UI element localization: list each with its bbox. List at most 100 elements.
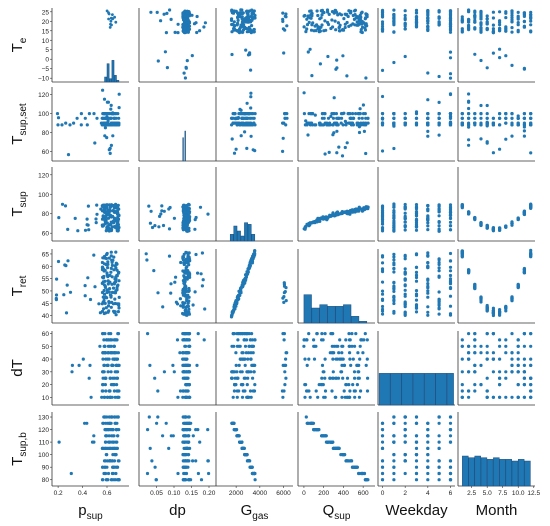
scatter-point — [349, 123, 354, 127]
scatter-point — [114, 471, 118, 476]
hist-bar — [114, 75, 117, 83]
scatter-point — [354, 16, 358, 20]
scatter-point — [194, 459, 198, 463]
scatter-point — [467, 99, 471, 103]
scatter-point — [349, 363, 353, 367]
scatter-point — [350, 208, 354, 212]
scatter-point — [98, 344, 102, 348]
scatter-point — [342, 363, 346, 367]
scatter-point — [479, 13, 483, 18]
scatter-point — [529, 357, 533, 361]
y-tick-label: 80 — [42, 211, 50, 218]
scatter-point — [233, 376, 237, 380]
scatter-point — [426, 129, 430, 133]
scatter-point — [341, 28, 346, 32]
panel-Te-vs-Month — [457, 8, 535, 83]
scatter-point — [239, 383, 243, 387]
scatter-point — [252, 121, 256, 125]
scatter-point — [340, 351, 344, 355]
hist-bar — [493, 457, 500, 487]
scatter-point — [249, 370, 253, 374]
panel-Tret-vs-dp — [138, 249, 216, 324]
scatter-point — [63, 204, 68, 208]
scatter-point — [241, 11, 245, 15]
scatter-point — [326, 20, 330, 25]
scatter-point — [102, 97, 107, 101]
scatter-point — [187, 370, 191, 374]
scatter-point — [437, 434, 441, 438]
scatter-point — [316, 13, 320, 18]
col-label-Weekday: Weekday — [385, 502, 448, 519]
scatter-point — [479, 223, 483, 227]
scatter-point — [156, 59, 160, 63]
scatter-point — [249, 106, 253, 110]
scatter-point — [510, 221, 514, 226]
row-label-main: T — [9, 207, 26, 216]
scatter-point — [426, 12, 430, 16]
scatter-point — [344, 338, 348, 342]
scatter-point — [105, 252, 109, 257]
scatter-point — [100, 302, 104, 306]
scatter-point — [105, 9, 109, 13]
scatter-point — [169, 291, 173, 295]
scatter-point — [437, 9, 441, 13]
scatter-point — [321, 338, 325, 342]
panel-Tsup-vs-Month — [457, 167, 535, 242]
scatter-point — [403, 13, 407, 18]
scatter-point — [281, 17, 285, 21]
scatter-point — [184, 344, 188, 348]
scatter-point — [181, 351, 185, 355]
scatter-point — [307, 332, 311, 336]
scatter-point — [242, 338, 246, 342]
scatter-point — [403, 224, 407, 228]
scatter-point — [491, 116, 495, 120]
scatter-point — [355, 383, 359, 387]
scatter-point — [108, 389, 112, 393]
scatter-point — [206, 428, 210, 432]
scatter-point — [504, 305, 508, 309]
scatter-point — [108, 205, 112, 209]
scatter-point — [243, 344, 248, 348]
row-label-sub: ret — [18, 275, 29, 287]
scatter-point — [350, 459, 354, 463]
hist-bar — [111, 60, 115, 83]
scatter-point — [340, 211, 344, 216]
scatter-point — [175, 338, 180, 342]
scatter-point — [55, 277, 59, 281]
scatter-point — [245, 383, 249, 387]
panel-dT-vs-Ggas — [215, 331, 293, 406]
scatter-point — [167, 227, 172, 231]
scatter-point — [403, 116, 407, 120]
scatter-point — [323, 376, 327, 380]
scatter-point — [87, 228, 91, 232]
x-tick-label: 0.10 — [168, 490, 181, 497]
scatter-point — [491, 312, 495, 316]
scatter-point — [318, 29, 322, 33]
scatter-point — [353, 376, 357, 380]
scatter-point — [326, 216, 330, 220]
x-tick-label: 0 — [302, 490, 306, 497]
scatter-point — [112, 434, 116, 438]
y-tick-label: 40 — [42, 357, 50, 364]
scatter-point — [380, 421, 385, 425]
scatter-point — [344, 123, 348, 127]
scatter-point — [116, 205, 120, 210]
x-tick-label: 0.6 — [102, 490, 111, 497]
scatter-point — [448, 471, 453, 476]
scatter-point — [244, 48, 248, 52]
scatter-point — [95, 116, 99, 120]
scatter-point — [115, 440, 119, 444]
scatter-point — [448, 294, 453, 298]
scatter-point — [363, 28, 367, 32]
scatter-point — [305, 27, 309, 31]
scatter-point — [380, 297, 385, 301]
scatter-point — [359, 338, 363, 342]
scatter-point — [104, 306, 108, 310]
scatter-point — [467, 24, 471, 28]
scatter-point — [510, 16, 514, 20]
scatter-point — [307, 357, 311, 361]
scatter-point — [366, 116, 370, 120]
scatter-point — [414, 415, 419, 419]
scatter-point — [103, 214, 107, 218]
